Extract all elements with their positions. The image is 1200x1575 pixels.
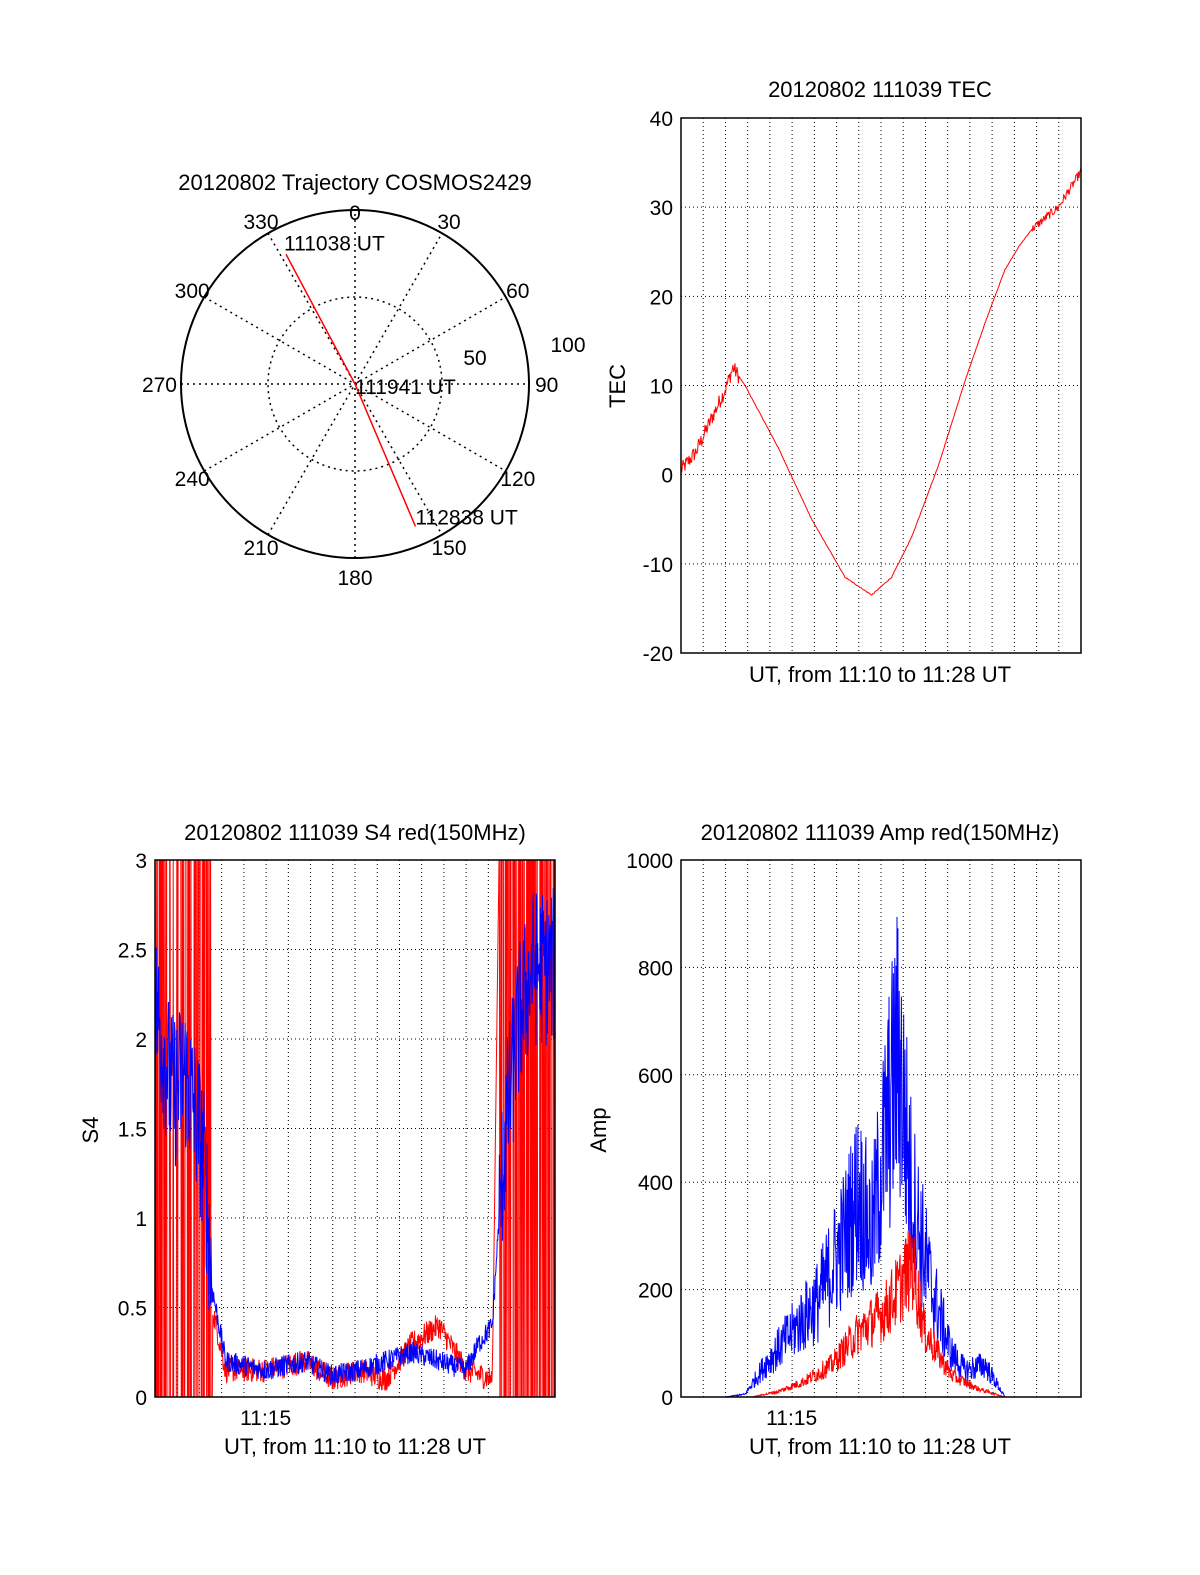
- amp-y-tick-label-4: 800: [638, 957, 673, 980]
- polar-angle-label-90: 90: [535, 374, 558, 397]
- tec-plot-frame: [680, 117, 1082, 654]
- tec-y-tick-label-2: 0: [661, 465, 673, 488]
- amp-chart-title: 20120802 111039 Amp red(150MHz): [701, 820, 1060, 845]
- amp-x-axis-label: UT, from 11:10 to 11:28 UT: [749, 1434, 1011, 1459]
- amp-chart: 20120802 111039 Amp red(150MHz) 0 200 400 6…: [586, 820, 1082, 1459]
- amp-y-tick-label-1: 200: [638, 1280, 673, 1303]
- amp-y-tick-label-3: 600: [638, 1065, 673, 1088]
- polar-angle-label-30: 30: [437, 211, 460, 234]
- amp-y-axis-label: Amp: [586, 1107, 611, 1152]
- s4-y-tick-label-5: 2.5: [118, 940, 147, 963]
- s4-y-tick-label-2: 1: [135, 1208, 147, 1231]
- polar-angle-label-180: 180: [337, 567, 372, 590]
- polar-trajectory: [285, 253, 417, 527]
- s4-y-tick-label-4: 2: [135, 1029, 147, 1052]
- polar-chart: 20120802 Trajectory COSMOS2429 0 30 60 90 12…: [142, 170, 586, 590]
- tec-y-tick-label-3: 10: [650, 376, 673, 399]
- polar-chart-title: 20120802 Trajectory COSMOS2429: [178, 170, 531, 195]
- polar-angle-label-120: 120: [500, 468, 535, 491]
- polar-angle-label-60: 60: [506, 280, 529, 303]
- tec-chart: 20120802 111039 TEC -20 -10 0 10 20 30 40 UT, …: [605, 77, 1082, 687]
- amp-y-tick-label-2: 400: [638, 1172, 673, 1195]
- polar-angle-labels: 0 30 60 90 120 150 180 210 240 270 300 330: [142, 202, 558, 590]
- tec-y-tick-label-5: 30: [650, 197, 673, 220]
- amp-series-1-line: [681, 1222, 1081, 1397]
- tec-x-axis-label: UT, from 11:10 to 11:28 UT: [749, 662, 1011, 687]
- polar-angle-label-300: 300: [175, 280, 210, 303]
- trajectory-label-0: 111038 UT: [284, 232, 385, 255]
- amp-plot-frame: [680, 859, 1082, 1398]
- polar-angle-label-270: 270: [142, 374, 177, 397]
- polar-radial-label-50: 50: [463, 347, 486, 370]
- s4-series: [155, 860, 555, 1397]
- polar-outer-ring: [180, 209, 530, 559]
- amp-x-tick-label-0: 11:15: [766, 1407, 817, 1430]
- s4-x-tick-label-0: 11:15: [240, 1407, 291, 1430]
- s4-x-ticks: 11:15: [240, 1407, 291, 1430]
- amp-series-0-line: [681, 916, 1081, 1397]
- s4-y-tick-label-1: 0.5: [118, 1298, 147, 1321]
- tec-series: [681, 167, 1081, 596]
- polar-angle-label-150: 150: [431, 537, 466, 560]
- tec-y-tick-label-4: 20: [650, 286, 673, 309]
- amp-x-ticks: 11:15: [766, 1407, 817, 1430]
- tec-y-ticks: -20 -10 0 10 20 30 40: [643, 108, 673, 666]
- tec-grid: [681, 118, 1081, 653]
- polar-angle-label-240: 240: [175, 468, 210, 491]
- amp-y-ticks: 0 200 400 600 800 1000: [626, 850, 673, 1410]
- amp-series: [681, 916, 1081, 1397]
- tec-y-tick-label-6: 40: [650, 108, 673, 131]
- polar-angle-label-330: 330: [243, 211, 278, 234]
- tec-chart-title: 20120802 111039 TEC: [768, 77, 992, 102]
- s4-series-1-line: [155, 860, 555, 1397]
- polar-inner-ring: [267, 296, 443, 472]
- s4-chart-title: 20120802 111039 S4 red(150MHz): [184, 820, 526, 845]
- trajectory-label-1: 111941 UT: [355, 376, 456, 399]
- tec-y-axis-label: TEC: [605, 364, 630, 408]
- s4-y-ticks: 0 0.5 1 1.5 2 2.5 3: [118, 850, 147, 1410]
- s4-x-axis-label: UT, from 11:10 to 11:28 UT: [224, 1434, 486, 1459]
- trajectory-line: [285, 253, 417, 527]
- trajectory-label-2: 112838 UT: [415, 506, 518, 529]
- tec-y-tick-label-0: -20: [643, 643, 673, 666]
- s4-series-0-line: [155, 888, 555, 1387]
- polar-angle-label-210: 210: [243, 537, 278, 560]
- tec-y-tick-label-1: -10: [643, 554, 673, 577]
- amp-y-tick-label-5: 1000: [626, 850, 673, 873]
- s4-y-tick-label-6: 3: [135, 850, 147, 873]
- s4-plot-frame: [154, 859, 556, 1398]
- s4-y-tick-label-3: 1.5: [118, 1119, 147, 1142]
- s4-y-tick-label-0: 0: [135, 1387, 147, 1410]
- polar-radial-label-100: 100: [550, 334, 585, 357]
- s4-chart: 20120802 111039 S4 red(150MHz) 0 0.5 1 1.5 2…: [78, 820, 556, 1459]
- amp-y-tick-label-0: 0: [661, 1387, 673, 1410]
- polar-trajectory-labels: 111038 UT 111941 UT 112838 UT: [284, 232, 518, 529]
- polar-angle-label-0: 0: [349, 202, 361, 225]
- tec-series-0-line: [681, 167, 1081, 596]
- s4-y-axis-label: S4: [78, 1117, 103, 1144]
